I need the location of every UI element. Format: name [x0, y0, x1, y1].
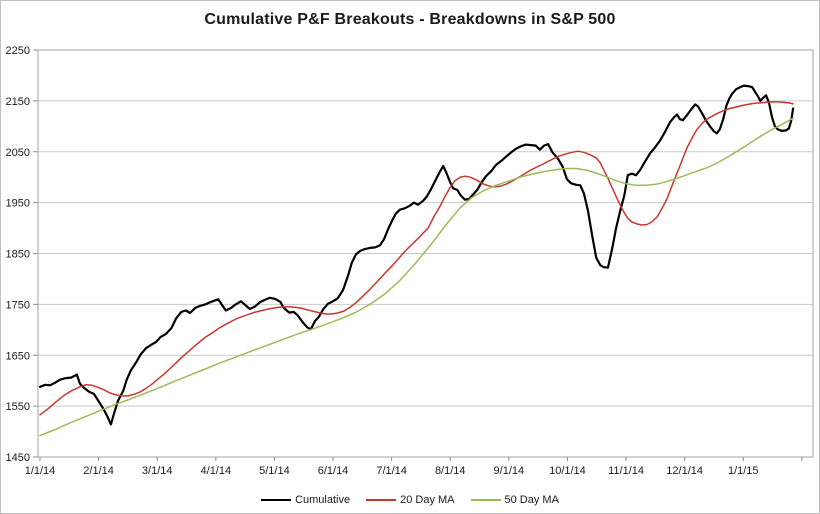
x-tick-label: 8/1/14 — [435, 465, 466, 477]
x-tick-label: 9/1/14 — [494, 465, 525, 477]
y-tick-label: 2150 — [6, 96, 30, 108]
legend-label: 50 Day MA — [504, 494, 559, 506]
legend-line-swatch — [470, 499, 501, 501]
y-tick-label: 1750 — [6, 299, 30, 311]
x-tick-label: 3/1/14 — [142, 465, 173, 477]
x-tick-label: 4/1/14 — [201, 465, 232, 477]
y-tick-label: 1450 — [6, 452, 30, 464]
legend-item-20-day-ma: 20 Day MA — [366, 494, 455, 506]
y-tick-label: 2250 — [6, 45, 30, 57]
x-tick-label: 12/1/14 — [666, 465, 703, 477]
legend-label: 20 Day MA — [400, 494, 455, 506]
y-tick-label: 2050 — [6, 147, 30, 159]
legend: Cumulative 20 Day MA 50 Day MA — [1, 494, 819, 506]
series-line-50-day-ma — [39, 117, 794, 437]
x-tick-label: 6/1/14 — [318, 465, 349, 477]
x-tick-label: 1/1/14 — [25, 465, 56, 477]
x-tick-label: 2/1/14 — [83, 465, 114, 477]
legend-item-50-day-ma: 50 Day MA — [470, 494, 559, 506]
y-tick-label: 1650 — [6, 350, 30, 362]
x-tick-label: 7/1/14 — [376, 465, 407, 477]
chart-title: Cumulative P&F Breakouts - Breakdowns in… — [204, 11, 616, 28]
y-tick-label: 1950 — [6, 198, 30, 210]
x-tick-label: 5/1/14 — [259, 465, 290, 477]
series-line-cumulative — [38, 84, 795, 426]
x-tick-label: 10/1/14 — [549, 465, 586, 477]
y-tick-label: 1550 — [6, 401, 30, 413]
legend-line-swatch — [366, 499, 397, 501]
legend-line-swatch — [261, 499, 292, 501]
x-tick-label: 11/1/14 — [608, 465, 644, 477]
series-line-20-day-ma — [39, 101, 794, 416]
y-tick-label: 1850 — [6, 249, 30, 261]
plot-border — [37, 49, 814, 458]
legend-label: Cumulative — [295, 494, 351, 506]
legend-item-cumulative: Cumulative — [261, 494, 350, 506]
x-tick-label: 1/1/15 — [728, 465, 759, 477]
